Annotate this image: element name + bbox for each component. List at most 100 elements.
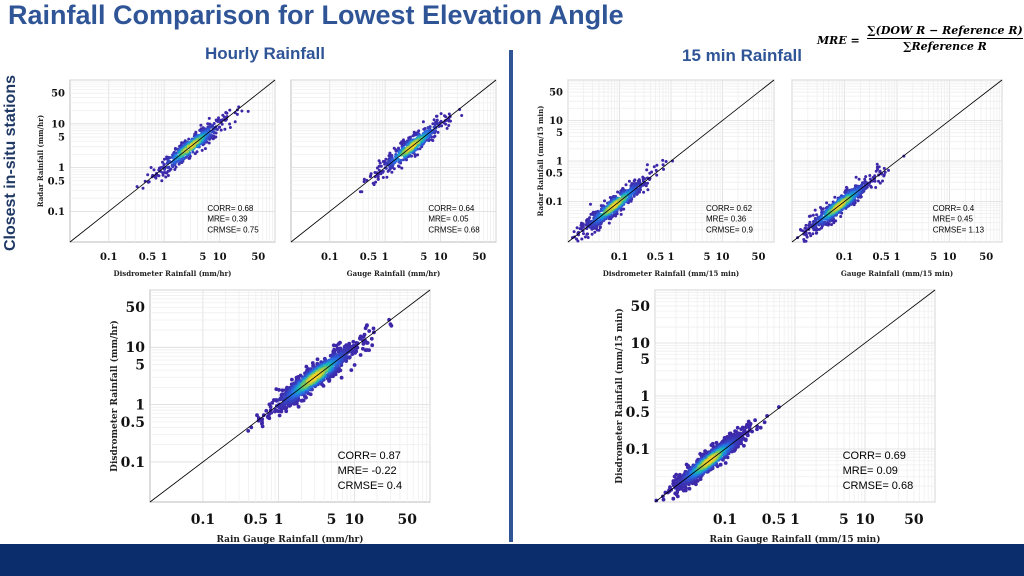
x-tick-label: 5 — [839, 512, 849, 528]
data-point — [381, 169, 385, 173]
data-point — [644, 184, 648, 188]
data-point — [228, 126, 232, 129]
data-point — [608, 215, 612, 219]
data-point — [856, 199, 860, 203]
footer-bar — [0, 544, 1024, 576]
data-point — [141, 186, 145, 190]
y-tick-label: 1 — [556, 157, 563, 168]
data-point — [222, 115, 226, 119]
data-point — [671, 479, 676, 483]
y-tick-label: 50 — [631, 299, 651, 315]
data-point — [187, 156, 191, 160]
data-point — [804, 223, 808, 227]
stat-corr: CORR= 0.62 — [706, 204, 753, 213]
data-point — [339, 375, 344, 380]
x-tick-label: 0.5 — [762, 512, 786, 528]
x-tick-label: 10 — [943, 252, 957, 263]
data-point — [887, 168, 890, 172]
data-point — [147, 180, 151, 184]
data-point — [433, 122, 437, 126]
data-point — [881, 179, 884, 183]
data-point — [205, 136, 209, 140]
data-point — [349, 344, 354, 349]
data-point — [413, 153, 417, 157]
data-point — [585, 232, 589, 236]
data-point — [200, 148, 204, 152]
data-point — [166, 174, 170, 177]
data-point — [809, 214, 812, 218]
data-point — [397, 164, 400, 168]
data-point — [758, 425, 763, 430]
data-point — [739, 427, 744, 432]
data-point — [718, 462, 723, 467]
data-point — [152, 168, 156, 172]
data-point — [290, 377, 294, 382]
data-point — [603, 199, 606, 203]
data-point — [361, 342, 366, 346]
data-point — [392, 167, 396, 171]
chart-hourly-radar-vs-gauge: 0.1 0.5 1 5 10 50 Gauge Rainfall (mm/hr) CORR= … — [290, 79, 497, 278]
data-point — [581, 223, 585, 227]
data-point — [277, 388, 281, 392]
x-axis-label: Gauge Rainfall (mm/15 min) — [841, 269, 953, 278]
data-point — [400, 166, 404, 170]
data-point — [661, 163, 665, 167]
y-tick-label: 0.1 — [546, 197, 563, 208]
data-point — [246, 429, 251, 433]
x-tick-label: 50 — [397, 512, 417, 528]
data-point — [593, 230, 597, 234]
data-point — [445, 126, 449, 130]
x-tick-label: 1 — [668, 252, 675, 263]
data-point — [864, 175, 868, 179]
data-point — [854, 175, 858, 179]
data-point — [742, 443, 746, 448]
data-point — [581, 229, 585, 233]
data-point — [219, 128, 223, 132]
stat-corr: CORR= 0.64 — [428, 204, 475, 213]
data-point — [174, 147, 177, 151]
page-title: Rainfall Comparison for Lowest Elevation… — [8, 0, 624, 30]
data-point — [874, 186, 878, 189]
data-point — [877, 165, 881, 169]
stat-crmse: CRMSE= 0.75 — [207, 225, 259, 234]
data-point — [246, 109, 250, 113]
stat-mre: MRE= 0.39 — [207, 215, 248, 224]
data-point — [687, 486, 692, 491]
data-point — [352, 363, 357, 367]
x-tick-label: 1 — [161, 252, 168, 263]
x-tick-label: 10 — [345, 512, 365, 528]
x-tick-label: 0.1 — [713, 512, 737, 528]
one-to-one-line — [567, 79, 775, 243]
data-point — [203, 147, 207, 151]
y-tick-label: 50 — [126, 300, 146, 316]
stat-crmse: CRMSE= 0.9 — [706, 225, 753, 234]
data-point — [672, 474, 677, 479]
data-point — [632, 194, 636, 198]
data-point — [394, 149, 398, 153]
data-point — [362, 180, 366, 184]
data-point — [209, 125, 212, 129]
data-point — [369, 336, 374, 341]
data-point — [744, 425, 748, 430]
data-point — [162, 163, 166, 167]
y-tick-label: 10 — [126, 340, 146, 356]
data-point — [711, 444, 716, 449]
stat-mre: MRE= 0.05 — [428, 215, 469, 224]
data-point — [187, 137, 191, 141]
y-tick-label: 10 — [51, 119, 65, 130]
mre-formula: MRE = ∑(DOW R − Reference R) ∑Reference … — [815, 24, 1024, 60]
data-point — [815, 231, 819, 235]
x-tick-label: 5 — [199, 252, 206, 263]
data-point — [351, 339, 356, 344]
stat-corr: CORR= 0.87 — [338, 450, 401, 462]
data-point — [396, 157, 400, 161]
data-point — [435, 118, 439, 122]
data-point — [809, 234, 813, 238]
data-point — [417, 129, 421, 133]
data-point — [387, 317, 391, 322]
data-point — [735, 425, 740, 430]
stat-mre: MRE= 0.36 — [706, 215, 747, 224]
data-point — [421, 120, 425, 124]
data-point — [418, 147, 422, 151]
data-point — [436, 122, 440, 126]
